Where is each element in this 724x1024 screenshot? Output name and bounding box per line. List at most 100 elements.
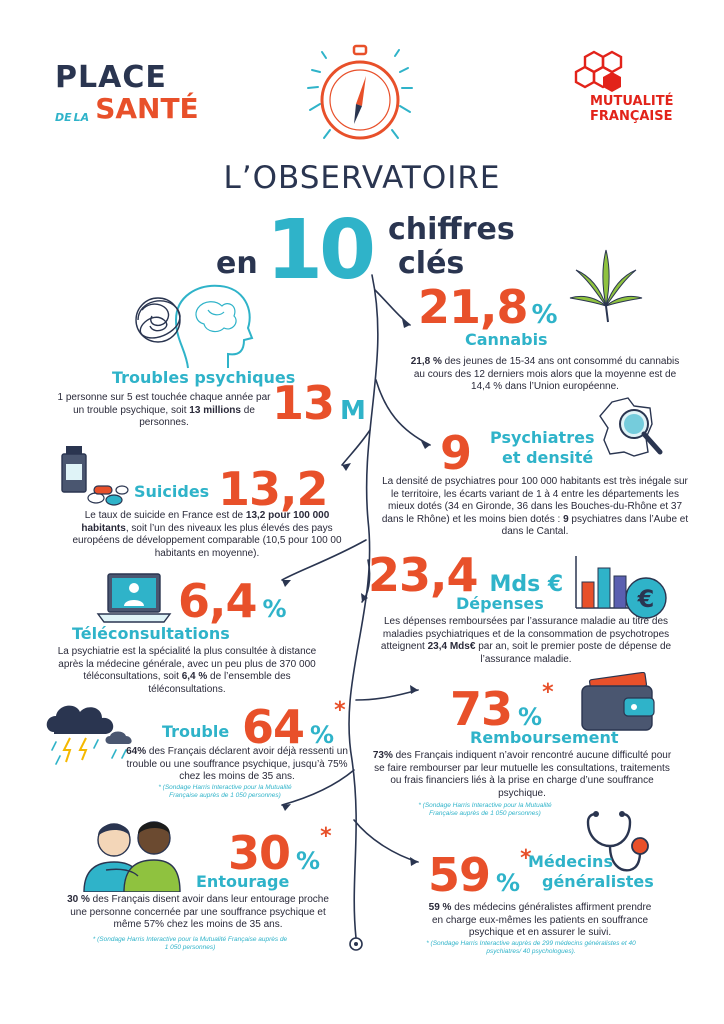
entourage-value: 30 bbox=[228, 826, 291, 880]
teleconsultations-text-a: La psychiatrie est la spécialité la plus… bbox=[57, 646, 317, 682]
troubles-text-a: 1 personne sur 5 est touchée chaque anné… bbox=[57, 392, 271, 416]
medecins-value: 59 bbox=[428, 848, 491, 902]
suicides-label: Suicides bbox=[134, 482, 210, 501]
psychiatres-text-a: La densité de psychiatres pour 100 000 h… bbox=[381, 476, 688, 525]
medecins-source: * (Sondage Harris Interactive auprès de … bbox=[426, 940, 636, 955]
remboursement-star: * bbox=[542, 680, 554, 705]
depenses-text-b: par an, soit le premier poste de dépense… bbox=[475, 641, 672, 665]
logo-sante-text: SANTÉ bbox=[95, 92, 199, 125]
tangled-brain-head-icon bbox=[135, 284, 254, 369]
cannabis-text: 21,8 % des jeunes de 15-34 ans ont conso… bbox=[404, 356, 686, 394]
bar-chart-euro-icon: € bbox=[575, 556, 667, 619]
entourage-unit: % bbox=[296, 847, 321, 875]
trouble-star: * bbox=[334, 698, 346, 723]
header-ten: 10 bbox=[266, 203, 376, 298]
two-friends-icon bbox=[83, 821, 181, 892]
trouble-text: 64% des Français déclarent avoir déjà re… bbox=[126, 746, 348, 784]
cannabis-text-rest: des jeunes de 15-34 ans ont consommé du … bbox=[413, 356, 680, 392]
svg-text:€: € bbox=[637, 585, 655, 613]
medecins-label-1: Médecins bbox=[528, 852, 613, 871]
laptop-videocall-icon bbox=[96, 573, 172, 623]
depenses-value: 23,4 bbox=[368, 548, 478, 602]
psychiatres-text-b: psychiatres dans l’Aube et dans le Canta… bbox=[501, 513, 689, 538]
hexagon-logo-icon bbox=[574, 50, 623, 92]
entourage-text-rest: des Français disent avoir dans leur ento… bbox=[70, 894, 329, 930]
storm-cloud-icon bbox=[46, 705, 132, 765]
cannabis-unit: % bbox=[531, 300, 558, 330]
header-cles: clés bbox=[398, 246, 465, 281]
trouble-value: 64 bbox=[242, 700, 305, 754]
stopwatch-compass-icon bbox=[307, 44, 413, 140]
stethoscope-icon bbox=[586, 811, 649, 872]
troubles-text-b: de personnes. bbox=[139, 404, 255, 429]
logo-francaise-text: FRANÇAISE bbox=[590, 109, 673, 124]
place-de-la-sante-logo: PLACE DE LA SANTÉ bbox=[55, 62, 205, 132]
logo-mutualite-text: MUTUALITÉ bbox=[590, 94, 674, 109]
teleconsultations-text-bold: 6,4 % bbox=[181, 671, 208, 682]
mutualite-francaise-logo: MUTUALITÉ FRANÇAISE bbox=[568, 50, 688, 130]
medecins-label-2: généralistes bbox=[542, 872, 654, 891]
logo-de-text: DE bbox=[55, 111, 72, 124]
remboursement-unit: % bbox=[518, 703, 543, 731]
suicides-value: 13,2 bbox=[218, 462, 328, 516]
depenses-unit: Mds € bbox=[489, 572, 564, 597]
remboursement-value: 73 bbox=[450, 682, 513, 736]
page-title: L’OBSERVATOIRE bbox=[223, 160, 501, 196]
psychiatres-label-1: Psychiatres bbox=[490, 428, 595, 447]
entourage-source: * (Sondage Harris Interactive pour la Mu… bbox=[92, 936, 288, 951]
depenses-text: Les dépenses remboursées par l’assurance… bbox=[376, 616, 676, 666]
teleconsultations-label: Téléconsultations bbox=[72, 624, 230, 643]
medecins-text-bold: 59 % bbox=[428, 902, 452, 913]
teleconsultations-text: La psychiatrie est la spécialité la plus… bbox=[52, 646, 322, 696]
remboursement-source: * (Sondage Harris Interactive pour la Mu… bbox=[418, 802, 552, 817]
entourage-star: * bbox=[320, 824, 332, 849]
teleconsultations-text-b: de l’ensemble des téléconsultations. bbox=[148, 671, 291, 695]
remboursement-text-rest: des Français indiquent n’avoir rencontré… bbox=[374, 750, 672, 799]
troubles-text-bold: 13 millions bbox=[189, 404, 241, 416]
medecins-star: * bbox=[520, 846, 532, 871]
remboursement-label: Remboursement bbox=[470, 728, 619, 747]
psychiatres-text-bold: 9 bbox=[563, 513, 569, 525]
teleconsultations-value: 6,4 bbox=[178, 574, 257, 628]
medecins-unit: % bbox=[496, 869, 521, 897]
teleconsultations-unit: % bbox=[262, 595, 287, 623]
logo-la-text: LA bbox=[73, 111, 90, 124]
wallet-icon bbox=[581, 672, 655, 731]
cannabis-text-bold: 21,8 % bbox=[410, 356, 442, 367]
suicides-text-b: , soit l’un des niveaux les plus élevés … bbox=[72, 522, 342, 559]
cannabis-leaf-icon bbox=[569, 249, 643, 323]
entourage-text-bold: 30 % bbox=[67, 894, 90, 905]
cannabis-value: 21,8 bbox=[418, 280, 528, 334]
trouble-source: * (Sondage Harris Interactive pour la Mu… bbox=[158, 784, 292, 799]
depenses-label: Dépenses bbox=[456, 594, 544, 613]
entourage-text: 30 % des Français disent avoir dans leur… bbox=[60, 894, 336, 932]
depenses-text-a: Les dépenses remboursées par l’assurance… bbox=[380, 616, 670, 652]
suicides-text-bold: 13,2 pour 100 000 habitants bbox=[81, 510, 330, 534]
psychiatres-text: La densité de psychiatres pour 100 000 h… bbox=[380, 476, 690, 539]
troubles-unit: M bbox=[340, 396, 366, 426]
suicides-text: Le taux de suicide en France est de 13,2… bbox=[72, 510, 342, 560]
trouble-text-rest: des Français déclarent avoir déjà ressen… bbox=[126, 746, 348, 782]
suicides-text-a: Le taux de suicide en France est de bbox=[84, 510, 246, 521]
entourage-label: Entourage bbox=[196, 872, 290, 891]
remboursement-text-bold: 73% bbox=[372, 750, 393, 761]
trouble-unit: % bbox=[310, 721, 335, 749]
france-map-magnifier-icon bbox=[599, 397, 663, 457]
trouble-text-bold: 64% bbox=[126, 746, 147, 757]
troubles-text: 1 personne sur 5 est touchée chaque anné… bbox=[56, 392, 272, 430]
medicine-bottle-pills-icon bbox=[61, 446, 129, 506]
troubles-label: Troubles psychiques bbox=[112, 368, 296, 387]
header-chiffres: chiffres bbox=[388, 212, 515, 247]
header-en: en bbox=[216, 246, 258, 281]
remboursement-text: 73% des Français indiquent n’avoir renco… bbox=[372, 750, 672, 800]
troubles-value: 13 bbox=[272, 376, 335, 430]
logo-place-text: PLACE bbox=[55, 60, 167, 95]
depenses-text-bold: 23,4 Mds€ bbox=[427, 641, 476, 652]
psychiatres-value: 9 bbox=[440, 426, 472, 480]
trouble-label: Trouble bbox=[162, 722, 230, 741]
medecins-text: 59 % des médecins généralistes affirment… bbox=[424, 902, 656, 940]
cannabis-label: Cannabis bbox=[465, 330, 548, 349]
psychiatres-label-2: et densité bbox=[502, 448, 594, 467]
medecins-text-rest: des médecins généralistes affirment pren… bbox=[431, 902, 652, 938]
